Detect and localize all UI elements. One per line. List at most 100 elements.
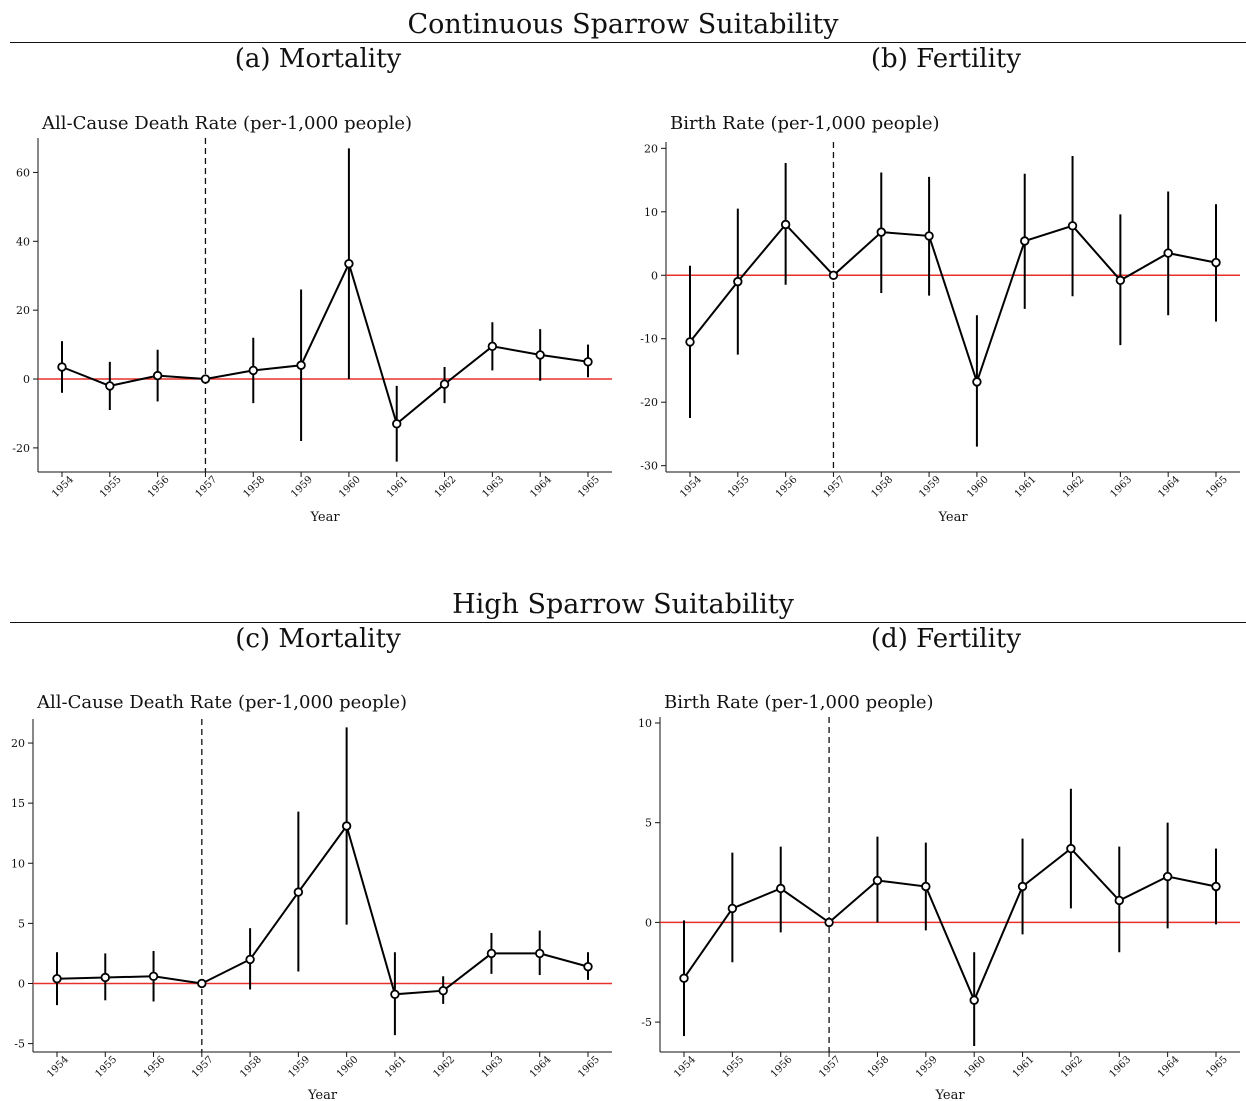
- x-tick-label: 1960: [962, 1054, 988, 1080]
- y-tick-label: 20: [11, 737, 25, 750]
- x-axis-label: Year: [307, 1088, 338, 1101]
- y-tick-label: -10: [640, 333, 658, 346]
- x-tick-label: 1965: [1204, 1054, 1230, 1080]
- panel-title-c: (c) Mortality: [235, 624, 401, 654]
- data-point: [924, 231, 934, 241]
- y-tick-label: 0: [645, 916, 652, 929]
- data-point: [679, 973, 689, 983]
- data-point: [57, 362, 67, 372]
- y-tick-label: 20: [644, 142, 658, 155]
- data-point: [1066, 843, 1076, 854]
- chart-panel-a: All-Cause Death Rate (per-1,000 people) -…: [12, 113, 612, 525]
- series-line: [56, 823, 589, 996]
- data-point: [52, 973, 62, 984]
- data-point: [438, 985, 448, 996]
- data-point: [733, 276, 743, 287]
- data-point: [535, 350, 545, 360]
- x-tick-label: 1955: [98, 474, 124, 500]
- x-tick-label: 1965: [576, 474, 602, 500]
- data-point: [293, 887, 304, 897]
- y-tick-label: 10: [638, 717, 652, 730]
- y-tick-label: 0: [651, 269, 658, 282]
- x-tick-label: 1959: [287, 1054, 313, 1080]
- data-point: [245, 954, 255, 965]
- y-tick-label: -5: [14, 1038, 25, 1051]
- x-tick-label: 1958: [869, 474, 895, 500]
- data-point: [341, 821, 352, 831]
- x-tick-label: 1954: [50, 474, 76, 500]
- data-point: [972, 377, 982, 387]
- section-rule-continuous: [10, 42, 1246, 43]
- x-tick-label: 1958: [241, 474, 267, 500]
- y-tick-label: 5: [645, 817, 652, 830]
- x-tick-label: 1963: [1107, 1054, 1133, 1080]
- panel-title-d: (d) Fertility: [870, 624, 1022, 654]
- y-tick-label: -30: [640, 460, 658, 473]
- data-point: [392, 419, 402, 429]
- x-tick-label: 1959: [914, 1054, 940, 1080]
- panel-title-a: (a) Mortality: [234, 44, 402, 74]
- series-line: [689, 222, 1217, 386]
- y-tick-label: 15: [11, 797, 25, 810]
- x-tick-label: 1957: [822, 474, 848, 500]
- data-point: [197, 978, 207, 989]
- data-point: [1211, 257, 1221, 268]
- x-tick-label: 1962: [431, 1054, 457, 1080]
- x-tick-label: 1963: [1109, 474, 1135, 500]
- data-point: [1163, 248, 1173, 258]
- data-point: [1162, 871, 1173, 882]
- x-tick-label: 1958: [866, 1054, 892, 1080]
- x-tick-label: 1955: [726, 474, 752, 500]
- y-tick-label: -5: [641, 1016, 652, 1029]
- data-point: [105, 381, 115, 391]
- y-tick-label: 5: [18, 917, 25, 930]
- x-tick-label: 1960: [965, 474, 991, 500]
- data-point: [876, 227, 886, 237]
- x-tick-label: 1957: [194, 474, 220, 500]
- x-axis-label: Year: [309, 510, 340, 525]
- data-point: [248, 365, 258, 376]
- data-point: [1067, 221, 1078, 231]
- data-point: [583, 357, 593, 367]
- x-tick-label: 1956: [769, 1054, 795, 1080]
- chart-title: Birth Rate (per-1,000 people): [670, 113, 940, 134]
- data-point: [100, 972, 110, 983]
- data-point: [200, 374, 211, 384]
- data-point: [872, 875, 883, 886]
- data-point: [535, 948, 545, 959]
- y-tick-label: 0: [23, 373, 30, 386]
- data-point: [1115, 275, 1126, 286]
- x-tick-label: 1955: [93, 1054, 119, 1080]
- y-tick-label: 20: [16, 304, 30, 317]
- data-point: [583, 961, 593, 972]
- series-line: [683, 847, 1217, 1003]
- data-point: [344, 258, 354, 269]
- y-tick-label: 10: [644, 206, 658, 219]
- data-point: [1114, 895, 1124, 906]
- x-tick-label: 1960: [337, 474, 363, 500]
- panel-title-b: (b) Fertility: [870, 44, 1022, 74]
- data-point: [1211, 881, 1221, 892]
- x-tick-label: 1956: [142, 1054, 168, 1080]
- x-tick-label: 1961: [1011, 1054, 1037, 1080]
- data-point: [776, 883, 786, 894]
- x-tick-label: 1964: [1156, 474, 1182, 500]
- x-tick-label: 1962: [1061, 474, 1087, 500]
- chart-panel-b: Birth Rate (per-1,000 people) -30 -20 -10 0 1…: [640, 113, 1240, 525]
- x-tick-label: 1961: [383, 1054, 409, 1080]
- x-tick-label: 1959: [917, 474, 943, 500]
- x-tick-label: 1959: [289, 474, 315, 500]
- data-point: [148, 971, 159, 981]
- x-tick-label: 1964: [1156, 1054, 1182, 1080]
- x-tick-label: 1963: [480, 1054, 506, 1080]
- chart-title: All-Cause Death Rate (per-1,000 people): [36, 692, 407, 713]
- x-tick-label: 1965: [1204, 474, 1230, 500]
- data-point: [1017, 881, 1028, 892]
- x-tick-label: 1962: [1059, 1054, 1085, 1080]
- y-tick-label: 0: [18, 977, 25, 990]
- x-tick-label: 1957: [817, 1054, 843, 1080]
- x-tick-label: 1964: [528, 474, 554, 500]
- x-tick-label: 1961: [385, 474, 411, 500]
- data-point: [439, 379, 450, 389]
- x-tick-label: 1956: [146, 474, 172, 500]
